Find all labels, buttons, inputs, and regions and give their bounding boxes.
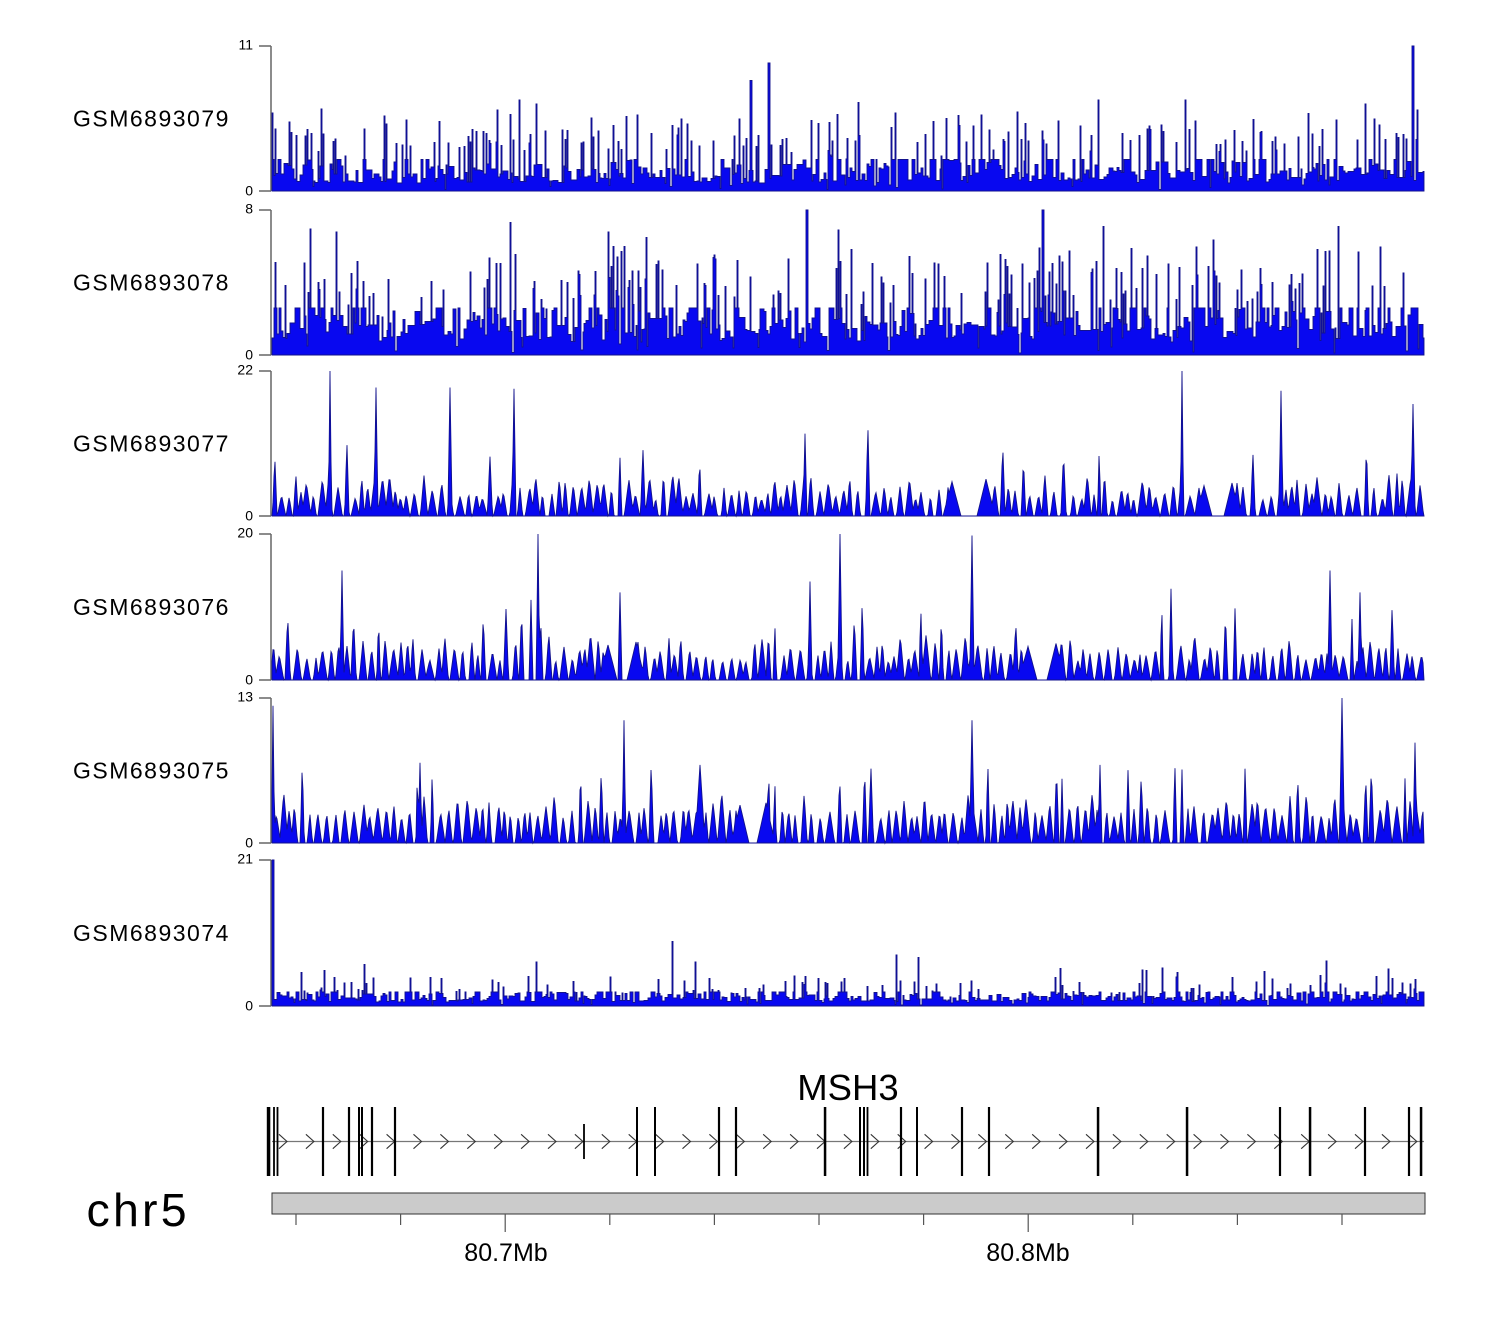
svg-text:GSM6893076: GSM6893076 (73, 594, 230, 620)
svg-text:0: 0 (245, 183, 253, 199)
svg-text:0: 0 (245, 998, 253, 1014)
svg-text:8: 8 (245, 201, 253, 217)
svg-text:GSM6893075: GSM6893075 (73, 758, 230, 784)
svg-text:13: 13 (237, 689, 253, 705)
svg-text:11: 11 (238, 37, 253, 53)
svg-text:80.7Mb: 80.7Mb (464, 1239, 547, 1267)
svg-text:0: 0 (245, 508, 253, 524)
svg-text:GSM6893078: GSM6893078 (73, 270, 230, 296)
svg-text:0: 0 (245, 347, 253, 363)
svg-text:21: 21 (237, 851, 253, 867)
svg-text:80.8Mb: 80.8Mb (986, 1239, 1069, 1267)
svg-text:0: 0 (245, 835, 253, 851)
svg-text:chr5: chr5 (87, 1184, 190, 1236)
svg-text:GSM6893079: GSM6893079 (73, 106, 230, 132)
svg-text:0: 0 (245, 672, 253, 688)
svg-text:MSH3: MSH3 (797, 1067, 898, 1108)
svg-text:22: 22 (237, 362, 253, 378)
svg-text:GSM6893077: GSM6893077 (73, 431, 230, 457)
svg-text:20: 20 (237, 525, 253, 541)
svg-text:GSM6893074: GSM6893074 (73, 920, 230, 946)
